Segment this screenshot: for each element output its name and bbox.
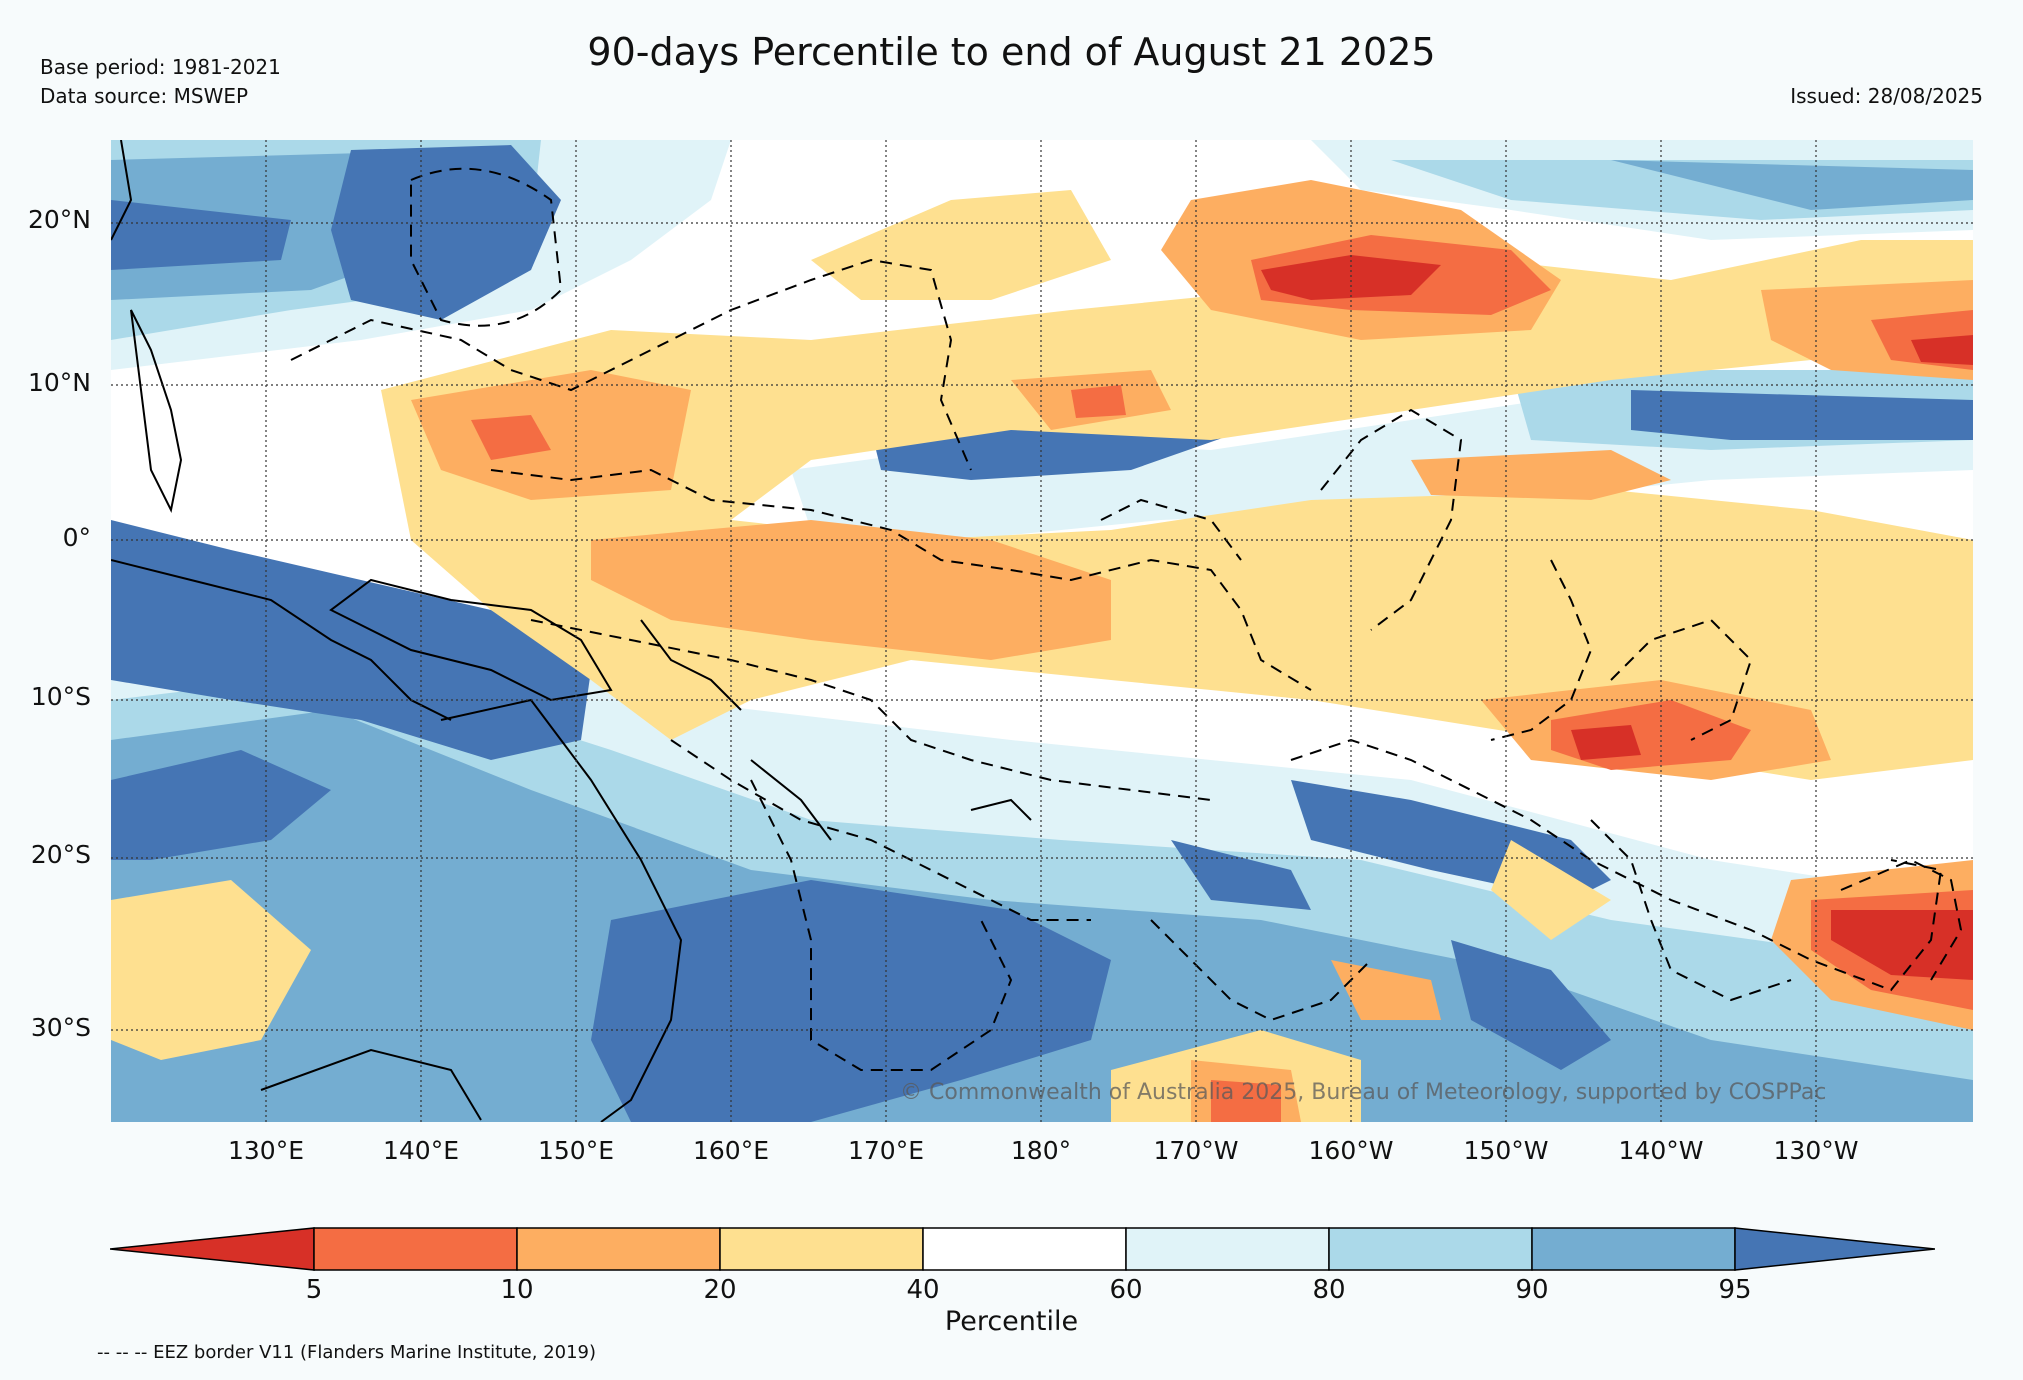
lon-label-170w: 170°W bbox=[1153, 1136, 1239, 1165]
chart-title: 90-days Percentile to end of August 21 2… bbox=[587, 30, 1436, 74]
colorbar-tick-80: 80 bbox=[1312, 1275, 1346, 1305]
colorbar bbox=[110, 1227, 1935, 1271]
colorbar-90-95 bbox=[1531, 1227, 1736, 1271]
colorbar-60-80 bbox=[1125, 1227, 1330, 1271]
colorbar-tick-40: 40 bbox=[906, 1275, 940, 1305]
colorbar-above-95 bbox=[1734, 1227, 1935, 1271]
issued-date-label: Issued: 28/08/2025 bbox=[1790, 84, 1983, 108]
lon-label-140w: 140°W bbox=[1618, 1136, 1704, 1165]
colorbar-below-5 bbox=[110, 1227, 315, 1271]
eez-border-note: -- -- -- EEZ border V11 (Flanders Marine… bbox=[97, 1342, 597, 1363]
lon-label-170e: 170°E bbox=[847, 1136, 925, 1165]
colorbar-80-90 bbox=[1328, 1227, 1533, 1271]
colorbar-tick-90: 90 bbox=[1515, 1275, 1549, 1305]
percentile-map bbox=[111, 140, 1973, 1122]
colorbar-tick-60: 60 bbox=[1109, 1275, 1143, 1305]
colorbar-tick-20: 20 bbox=[703, 1275, 737, 1305]
lat-label-0: 0° bbox=[62, 523, 91, 552]
lat-label-10n: 10°N bbox=[27, 368, 91, 397]
lat-label-10s: 10°S bbox=[30, 682, 91, 711]
lon-label-130w: 130°W bbox=[1773, 1136, 1859, 1165]
lat-label-30s: 30°S bbox=[30, 1013, 91, 1042]
lat-label-20s: 20°S bbox=[30, 840, 91, 869]
lon-label-160w: 160°W bbox=[1308, 1136, 1394, 1165]
lat-label-20n: 20°N bbox=[27, 205, 91, 234]
lon-label-150w: 150°W bbox=[1463, 1136, 1549, 1165]
lon-label-160e: 160°E bbox=[692, 1136, 770, 1165]
colorbar-5-10 bbox=[313, 1227, 518, 1271]
lon-label-180: 180° bbox=[1010, 1136, 1072, 1165]
colorbar-tick-5: 5 bbox=[305, 1275, 323, 1305]
lon-label-130e: 130°E bbox=[227, 1136, 305, 1165]
dry-extreme-regions bbox=[1261, 255, 1973, 980]
copyright-notice: © Commonwealth of Australia 2025, Bureau… bbox=[900, 1080, 1827, 1105]
graticule bbox=[111, 140, 1973, 1122]
colorbar-20-40 bbox=[719, 1227, 924, 1271]
colorbar-tick-10: 10 bbox=[500, 1275, 534, 1305]
colorbar-10-20 bbox=[516, 1227, 721, 1271]
lon-label-150e: 150°E bbox=[537, 1136, 615, 1165]
data-source-label: Data source: MSWEP bbox=[40, 84, 249, 108]
colorbar-tick-95: 95 bbox=[1718, 1275, 1752, 1305]
colorbar-label: Percentile bbox=[944, 1306, 1079, 1337]
lon-label-140e: 140°E bbox=[382, 1136, 460, 1165]
wet-extreme-regions bbox=[111, 145, 1973, 1122]
colorbar-40-60 bbox=[922, 1227, 1127, 1271]
base-period-label: Base period: 1981-2021 bbox=[40, 55, 281, 79]
